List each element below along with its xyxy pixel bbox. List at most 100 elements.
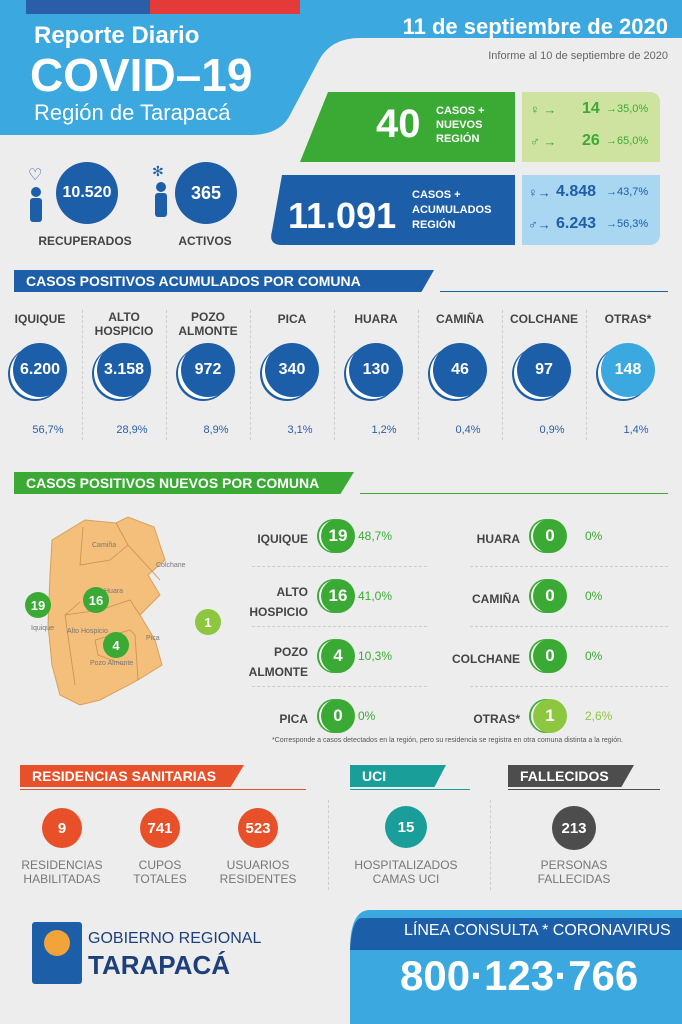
divider — [250, 310, 251, 440]
report-title: Reporte Diario — [34, 22, 200, 49]
comuna-acum-pct: 1,2% — [371, 424, 397, 436]
footnote: *Corresponde a casos detectados en la re… — [272, 737, 623, 744]
comuna-acum-value: 130 — [349, 343, 403, 397]
map-label-iquique: Iquique — [31, 625, 54, 632]
virus-person-icon: ✻ — [152, 163, 174, 225]
comuna-acum-value: 3.158 — [97, 343, 151, 397]
divider — [334, 310, 335, 440]
fallecidos-value: 213 — [552, 806, 596, 850]
map-pin-otras — [195, 609, 221, 635]
nuevos-label: CASOS + NUEVOS REGIÓN — [436, 104, 485, 146]
comuna-nuevos-value: 0 — [321, 699, 355, 733]
acumulados-box — [271, 175, 515, 245]
comuna-name: PICA — [277, 312, 307, 326]
fallecidos-title: FALLECIDOS — [508, 765, 634, 787]
comuna-acum-value: 972 — [181, 343, 235, 397]
map-pin-alto-value: 16 — [89, 593, 103, 608]
comuna-nuevos-name: ALTO HOSPICIO — [249, 585, 308, 619]
residencias-value: 523 — [238, 808, 278, 848]
nuevos-label-2: NUEVOS — [436, 119, 483, 131]
divider — [418, 310, 419, 440]
nuevos-value: 40 — [376, 102, 421, 146]
comuna-acum-pct: 1,4% — [623, 424, 649, 436]
map-label-colchane: Colchane — [156, 562, 186, 569]
residencias-value: 9 — [42, 808, 82, 848]
acumulados-label-1: CASOS + — [412, 189, 461, 201]
comuna-nuevos-pct: 2,6% — [585, 709, 613, 723]
map-label-pica: Pica — [146, 635, 160, 642]
comuna-name: ALTO HOSPICIO — [94, 310, 154, 338]
nuevos-gender-box: ♀ → 14 →35,0% ♂ → 26 →65,0% — [522, 92, 660, 162]
covid-title: COVID–19 — [30, 49, 253, 101]
comuna-nuevos-pct: 0% — [585, 529, 603, 543]
map-label-alto-hospicio: Alto Hospicio — [67, 628, 108, 635]
woman-icon: ♀→ — [528, 185, 551, 200]
hotline-phone[interactable]: 800·123·766 — [400, 952, 639, 999]
uci-value: 15 — [385, 806, 427, 848]
comuna-name: OTRAS* — [604, 312, 652, 326]
comuna-acum-value: 97 — [517, 343, 571, 397]
comuna-nuevos-pct: 10,3% — [358, 649, 393, 663]
divider — [82, 310, 83, 440]
comuna-nuevos-pct: 0% — [585, 649, 603, 663]
fallecidos-label: PERSONAS FALLECIDAS — [537, 858, 611, 886]
divider — [440, 291, 668, 292]
tarapaca-map: Camiña Colchane Huara Iquique Alto Hospi… — [25, 516, 221, 706]
divider — [470, 566, 668, 567]
comuna-nuevos-value: 0 — [533, 579, 567, 613]
comuna-nuevos-name: IQUIQUE — [257, 532, 308, 546]
nuevos-women-pct: 35,0% — [617, 103, 649, 115]
comuna-nuevos-pct: 48,7% — [358, 529, 393, 543]
flag-stripe-red — [150, 0, 300, 14]
residencias-label: RESIDENCIAS HABILITADAS — [21, 858, 103, 886]
divider — [508, 789, 660, 790]
divider — [360, 493, 668, 494]
divider — [252, 626, 427, 627]
divider — [490, 800, 491, 890]
map-pin-iquique-value: 19 — [31, 598, 45, 613]
comuna-nuevos-pct: 0% — [358, 709, 376, 723]
comuna-acum-pct: 8,9% — [203, 424, 229, 436]
acum-section-title: CASOS POSITIVOS ACUMULADOS POR COMUNA — [14, 270, 434, 292]
comuna-acum-pct: 0,4% — [455, 424, 481, 436]
comuna-acum-value: 6.200 — [13, 343, 67, 397]
comuna-nuevos-value: 16 — [321, 579, 355, 613]
comuna-nuevos-pct: 41,0% — [358, 589, 393, 603]
residencias-label: USUARIOS RESIDENTES — [219, 858, 297, 886]
header-background — [0, 0, 682, 135]
uci-title: UCI — [350, 765, 446, 787]
comuna-nuevos-name: POZO ALMONTE — [248, 645, 308, 679]
residencias-title: RESIDENCIAS SANITARIAS — [20, 765, 244, 787]
recuperados-label: RECUPERADOS — [38, 234, 132, 248]
activos-label: ACTIVOS — [178, 234, 232, 248]
divider — [20, 789, 306, 790]
divider — [470, 626, 668, 627]
gobierno-regional-text: GOBIERNO REGIONAL — [88, 930, 262, 947]
tarapaca-text: TARAPACÁ — [88, 950, 231, 980]
comuna-acum-pct: 3,1% — [287, 424, 313, 436]
uci-label: HOSPITALIZADOS CAMAS UCI — [354, 858, 458, 886]
comuna-acum-pct: 56,7% — [32, 424, 64, 436]
comuna-nuevos-pct: 0% — [585, 589, 603, 603]
divider — [470, 686, 668, 687]
comuna-nuevos-name: CAMIÑA — [472, 592, 520, 606]
nuevos-label-1: CASOS + — [436, 105, 485, 117]
comuna-nuevos-value: 1 — [533, 699, 567, 733]
comuna-name: COLCHANE — [510, 312, 578, 326]
map-pin-pozo-value: 4 — [112, 638, 120, 653]
nuevos-label-3: REGIÓN — [436, 133, 480, 145]
divider — [502, 310, 503, 440]
informe-date: Informe al 10 de septiembre de 2020 — [488, 50, 668, 62]
divider — [586, 310, 587, 440]
linea-consulta-label: LÍNEA CONSULTA * CORONAVIRUS — [404, 922, 671, 939]
divider — [166, 310, 167, 440]
map-pin-alto-hospicio — [83, 587, 109, 613]
map-pin-iquique — [25, 592, 51, 618]
map-pin-pozo-almonte — [103, 632, 129, 658]
woman-icon: ♀ → — [530, 102, 557, 117]
man-icon: ♂ → — [530, 134, 557, 149]
report-date: 11 de septiembre de 2020 — [402, 14, 668, 39]
comuna-acum-value: 340 — [265, 343, 319, 397]
comuna-name: IQUIQUE — [14, 312, 66, 326]
residencias-value: 741 — [140, 808, 180, 848]
